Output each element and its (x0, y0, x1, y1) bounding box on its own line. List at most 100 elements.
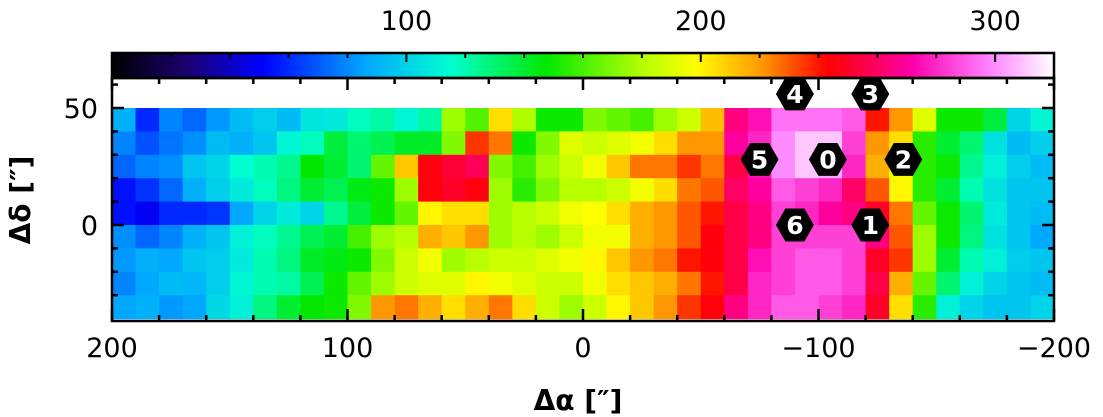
heatmap-cell (512, 248, 537, 273)
heatmap-cell (606, 154, 631, 179)
heatmap-cell (559, 295, 584, 320)
heatmap-cell (276, 225, 301, 249)
heatmap-cell (959, 248, 984, 273)
heatmap-cell (300, 131, 325, 156)
colorbar-tick-label: 200 (675, 6, 727, 37)
heatmap-cell (488, 225, 513, 249)
heatmap-cell (253, 178, 278, 203)
heatmap-cell (1006, 178, 1032, 203)
heatmap-cell (983, 248, 1008, 273)
heatmap-cell (1030, 248, 1055, 273)
heatmap-cell (418, 108, 443, 132)
heatmap-cell (889, 225, 914, 249)
heatmap-cell (253, 248, 278, 273)
heatmap-cell (842, 295, 867, 320)
heatmap-cell (347, 225, 372, 249)
heatmap-cell (112, 295, 137, 320)
heatmap-cell (465, 131, 490, 156)
heatmap-cell (653, 271, 678, 296)
heatmap-cell (983, 154, 1008, 179)
heatmap-cell (842, 131, 867, 156)
heatmap-cell (206, 131, 231, 156)
heatmap-cell (889, 271, 914, 296)
heatmap-cell (724, 271, 749, 296)
heatmap-cell (912, 248, 937, 273)
heatmap-cell (1030, 271, 1055, 296)
heatmap-cell (865, 178, 890, 203)
heatmap-cell (512, 108, 537, 132)
heatmap-cell (300, 295, 325, 320)
colorbar-ticks: 100 200 300 (169, 6, 1021, 62)
heatmap-cell (253, 295, 278, 320)
heatmap-cell (441, 225, 466, 249)
heatmap-cell (653, 201, 678, 226)
heatmap-cell (794, 271, 820, 296)
heatmap-cell (159, 295, 184, 320)
heatmap-cell (465, 108, 490, 132)
heatmap-cell (936, 154, 961, 179)
marker-label: 1 (862, 211, 879, 240)
heatmap-cell (865, 248, 890, 273)
heatmap-cell (630, 225, 655, 249)
heatmap-cell (182, 131, 207, 156)
heatmap-cell (677, 108, 702, 132)
heatmap-cell (229, 201, 254, 226)
heatmap-cell (583, 225, 608, 249)
heatmap-cell (182, 178, 207, 203)
heatmap-cell (700, 178, 725, 203)
heatmap-cell (465, 178, 490, 203)
heatmap-cell (842, 178, 867, 203)
heatmap-cell (276, 295, 301, 320)
heatmap-cell (371, 178, 396, 203)
heatmap-cell (630, 248, 655, 273)
heatmap-cell (159, 108, 184, 132)
heatmap-cell (488, 248, 513, 273)
x-tick-label: −200 (1017, 333, 1091, 364)
marker-label: 5 (751, 146, 768, 175)
heatmap-cell (347, 248, 372, 273)
heatmap-cell (583, 248, 608, 273)
heatmap-cell (1006, 271, 1032, 296)
heatmap-cell (276, 201, 301, 226)
heatmap-cell (347, 178, 372, 203)
heatmap-cell (653, 295, 678, 320)
heatmap-cell (441, 131, 466, 156)
heatmap-cell (959, 178, 984, 203)
heatmap-cell (936, 225, 961, 249)
heatmap-cell (535, 225, 561, 249)
heatmap-cell (677, 178, 702, 203)
heatmap-cell (112, 248, 137, 273)
heatmap-cell (229, 295, 254, 320)
heatmap-cell (371, 295, 396, 320)
heatmap-cell (253, 131, 278, 156)
heatmap-cell (700, 154, 725, 179)
marker-label: 4 (786, 80, 803, 109)
heatmap-cell (159, 201, 184, 226)
heatmap-cell (394, 271, 419, 296)
marker-0: 0 (808, 143, 847, 176)
heatmap-cell (747, 271, 772, 296)
heatmap-cell (794, 248, 820, 273)
heatmap-cell (630, 178, 655, 203)
heatmap-cell (959, 154, 984, 179)
heatmap-cell (818, 108, 843, 132)
marker-hexagon (775, 77, 814, 111)
heatmap-cell (559, 178, 584, 203)
heatmap-cell (1006, 225, 1032, 249)
heatmap-cell (323, 225, 349, 249)
heatmap-cell (865, 131, 890, 156)
heatmap-cell (300, 178, 325, 203)
heatmap-cell (159, 225, 184, 249)
marker-hexagon (851, 77, 890, 111)
heatmap-cell (889, 108, 914, 132)
heatmap-cell (488, 178, 513, 203)
heatmap-cell (229, 225, 254, 249)
heatmap-cell (606, 225, 631, 249)
heatmap-cell (512, 201, 537, 226)
heatmap-cell (677, 248, 702, 273)
colorbar-tick-label: 100 (381, 6, 433, 37)
heatmap-cell (394, 248, 419, 273)
heatmap-cell (159, 131, 184, 156)
heatmap-cell (323, 201, 349, 226)
heatmap-cell (912, 225, 937, 249)
